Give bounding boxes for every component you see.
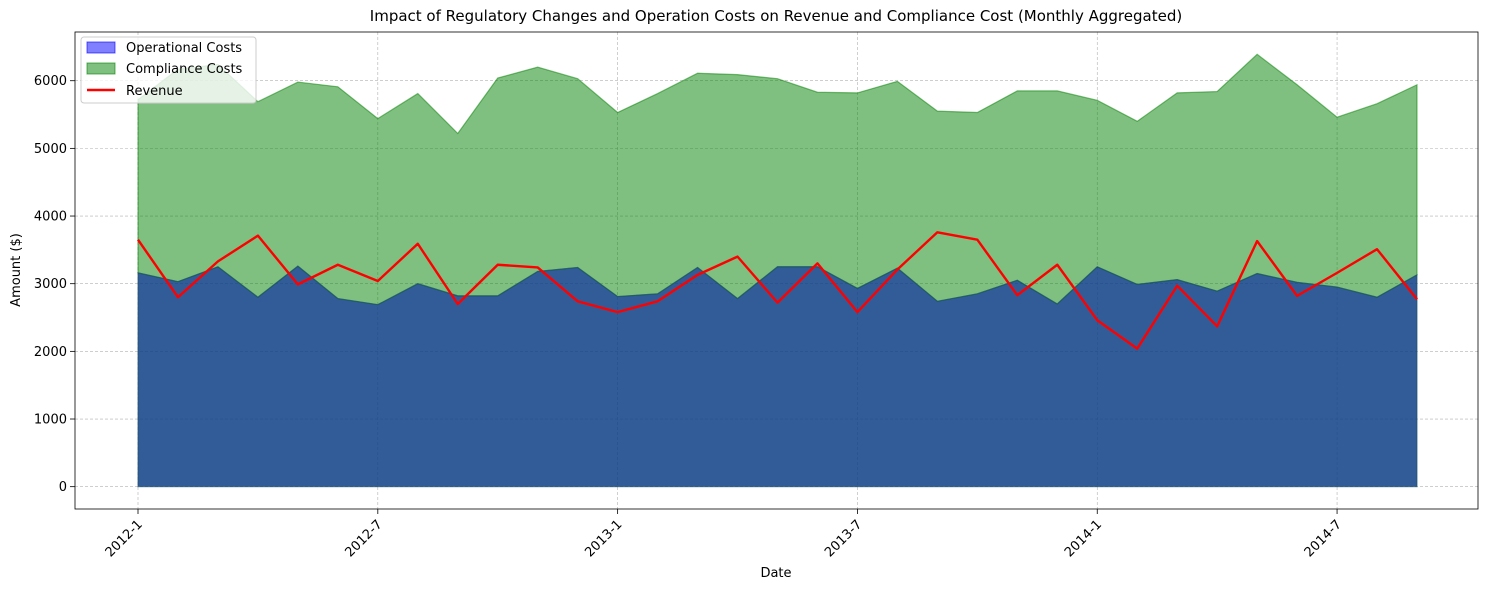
legend: Operational Costs Compliance Costs Reven… — [80, 36, 257, 104]
y-tick-label: 5000 — [34, 142, 67, 157]
x-tick-label: 2012-1 — [103, 517, 146, 560]
chart-title: Impact of Regulatory Changes and Operati… — [370, 7, 1182, 25]
legend-label-revenue: Revenue — [126, 84, 183, 99]
x-ticks: 2012-1 2012-7 2013-1 2013-7 2014-1 2014-7 — [103, 509, 1345, 560]
operational-costs-area-shade — [138, 266, 1417, 487]
areas — [137, 53, 1418, 488]
y-ticks: 0 1000 2000 3000 4000 5000 6000 — [34, 74, 75, 495]
legend-label-operational-costs: Operational Costs — [126, 41, 242, 56]
y-tick-label: 4000 — [34, 210, 67, 225]
lines — [137, 231, 1418, 350]
revenue-line — [137, 231, 1418, 350]
y-axis-label: Amount ($) — [9, 233, 24, 307]
y-tick-label: 0 — [59, 480, 67, 495]
x-tick-label: 2012-7 — [342, 517, 385, 560]
x-tick-label: 2014-7 — [1302, 517, 1345, 560]
x-tick-label: 2013-7 — [822, 517, 865, 560]
plot-frame — [74, 31, 1479, 510]
legend-swatch-operational-costs — [86, 41, 116, 54]
x-tick-label: 2014-1 — [1062, 517, 1105, 560]
legend-swatch-compliance-costs — [86, 62, 116, 75]
legend-box — [80, 36, 257, 104]
x-tick-label: 2013-1 — [582, 517, 625, 560]
y-tick-label: 2000 — [34, 345, 67, 360]
legend-label-compliance-costs: Compliance Costs — [126, 62, 243, 77]
y-tick-label: 6000 — [34, 74, 67, 89]
x-axis-label: Date — [760, 566, 791, 581]
y-tick-label: 3000 — [34, 277, 67, 292]
y-tick-label: 1000 — [34, 413, 67, 428]
